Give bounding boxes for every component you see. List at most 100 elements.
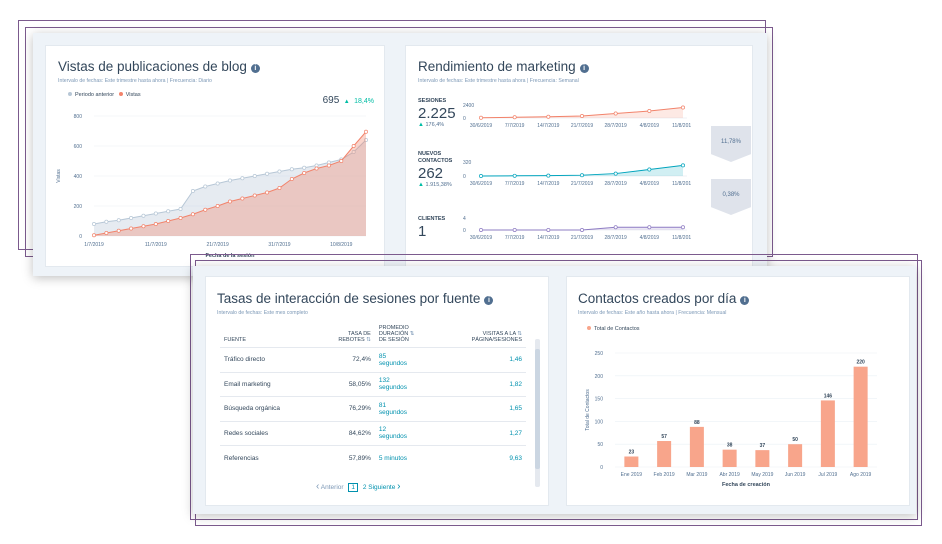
legend-previous: Periodo anterior (75, 92, 115, 98)
duration-cell: 5 minutos (374, 445, 440, 470)
sparkline-point (512, 228, 517, 232)
previous-period-point (141, 213, 146, 218)
header-session-duration[interactable]: PROMEDIO DURACIÓN ⇅ DE SESIÓN (378, 325, 415, 343)
views-point (289, 177, 294, 181)
duration-value: 81 (378, 401, 387, 409)
views-point (116, 228, 121, 233)
source-cell: Email marketing (220, 371, 315, 397)
table-header-row: FUENTE TASA DE REBOTES ⇅ PROMEDIO DURACIÓN… (220, 325, 526, 348)
total-value: 695 (322, 95, 340, 106)
bar (722, 449, 737, 467)
sparkline-area (481, 165, 683, 176)
info-icon[interactable]: i (250, 64, 260, 73)
next-page-button[interactable]: Siguiente (368, 484, 396, 491)
legend-current: Vistas (125, 92, 141, 98)
source-cell: Tráfico directo (220, 347, 315, 372)
views-point (166, 219, 171, 223)
scrollbar-thumb[interactable] (535, 349, 540, 469)
pageviews-cell: 1,65 (439, 396, 526, 421)
views-point (129, 226, 134, 231)
sparkline-point (580, 114, 584, 118)
sort-icon: ⇅ (409, 331, 415, 337)
duration-unit: segundos (378, 408, 408, 416)
bar-value-label: 220 (856, 360, 865, 366)
bar (689, 426, 704, 467)
sparkline-y-min: 0 (463, 116, 466, 122)
sparkline-point (681, 105, 685, 110)
sparkline-area (481, 107, 683, 118)
sparkline-point (512, 115, 517, 120)
table-row: Referencias 57,89% 5 minutos 9,63 (220, 445, 526, 470)
card-subtitle: Intervalo de fechas: Este año hasta ahor… (578, 310, 727, 316)
sort-icon: ⇅ (366, 337, 371, 343)
card-subtitle: Intervalo de fechas: Este trimestre hast… (58, 78, 212, 84)
header-source[interactable]: FUENTE (224, 337, 246, 343)
bar (657, 441, 672, 467)
duration-value: 12 (378, 426, 387, 434)
bar (788, 444, 803, 467)
sparkline-point (613, 171, 618, 176)
sparkline-point (580, 173, 584, 178)
x-tick-label: 11/8/2019 (672, 181, 691, 187)
previous-period-point (203, 184, 208, 189)
total-summary: 695 ▲ 18,4% (323, 90, 374, 108)
chevron-left-icon[interactable]: ‹ (316, 481, 320, 492)
info-icon[interactable]: i (740, 296, 750, 305)
views-point (104, 231, 109, 235)
x-tick-label: 4/8/2019 (640, 123, 660, 129)
y-tick-label: 100 (595, 419, 604, 425)
y-axis-title: Total de Contactos (585, 389, 591, 431)
y-tick-label: 50 (597, 442, 603, 448)
metric-new-contacts: NUEVOS CONTACTOS 262 ▲ 1.915,38% (418, 151, 473, 188)
table-row: Tráfico directo 72,4% 85 segundos 1,46 (220, 347, 526, 372)
conversion-rate-badge: 11,78% (711, 126, 751, 162)
info-icon[interactable]: i (579, 64, 589, 73)
header-bounce-rate[interactable]: TASA DE REBOTES ⇅ (338, 331, 371, 343)
page-1-button[interactable]: 1 (348, 483, 358, 492)
previous-period-point (215, 181, 220, 186)
previous-period-point (166, 209, 171, 214)
chart-legend: Periodo anterior Vistas (68, 92, 141, 98)
legend-dot-icon (118, 92, 123, 96)
header-pageviews[interactable]: VISITAS A LA ⇅ PÁGINA/SESIONES (471, 331, 522, 343)
bar-value-label: 38 (727, 443, 733, 449)
bounce-rate-cell: 72,4% (314, 347, 375, 372)
card-title: Rendimiento de marketing i (418, 59, 589, 74)
x-tick-label: Mar 2019 (686, 472, 707, 478)
views-point (203, 207, 208, 212)
page-2-button[interactable]: 2 (362, 484, 367, 491)
sparkline-point (647, 225, 652, 230)
pagination: ‹ Anterior 1 2 Siguiente › (316, 481, 401, 492)
sparkline-point (580, 228, 584, 232)
x-tick-label: 7/7/2019 (505, 235, 525, 241)
metric-change: ▲ 1.915,38% (418, 182, 452, 188)
previous-period-point (364, 138, 368, 142)
sparkline-y-min: 0 (463, 174, 466, 180)
card-subtitle: Intervalo de fechas: Este trimestre hast… (418, 78, 579, 84)
chevron-right-icon[interactable]: › (397, 481, 401, 492)
table-row: Redes sociales 84,62% 12 segundos 1,27 (220, 420, 526, 446)
bar-value-label: 146 (824, 393, 833, 399)
previous-period-point (265, 171, 270, 176)
views-point (228, 199, 232, 204)
info-icon[interactable]: i (484, 296, 494, 305)
table-row: Email marketing 58,05% 132 segundos 1,82 (220, 371, 526, 397)
previous-period-point (104, 219, 109, 224)
table-scrollbar[interactable] (535, 339, 540, 487)
sparkline-point (479, 228, 483, 232)
x-tick-label: 21/7/2019 (571, 181, 593, 187)
x-tick-label: 4/8/2019 (640, 235, 660, 241)
metric-label: SESIONES (418, 98, 447, 104)
sparkline-point (479, 174, 483, 178)
views-point (364, 129, 368, 134)
views-point (277, 186, 282, 190)
duration-cell: 81 segundos (374, 396, 440, 421)
y-tick-label: 250 (595, 351, 604, 357)
y-tick-label: 0 (79, 234, 82, 240)
source-cell: Referencias (220, 445, 315, 470)
x-tick-label: 30/6/2019 (470, 181, 492, 187)
card-subtitle: Intervalo de fechas: Este mes completo (217, 310, 308, 316)
duration-value: 85 (378, 352, 387, 360)
prev-page-button[interactable]: Anterior (320, 484, 344, 491)
sparkline-point (479, 115, 483, 120)
